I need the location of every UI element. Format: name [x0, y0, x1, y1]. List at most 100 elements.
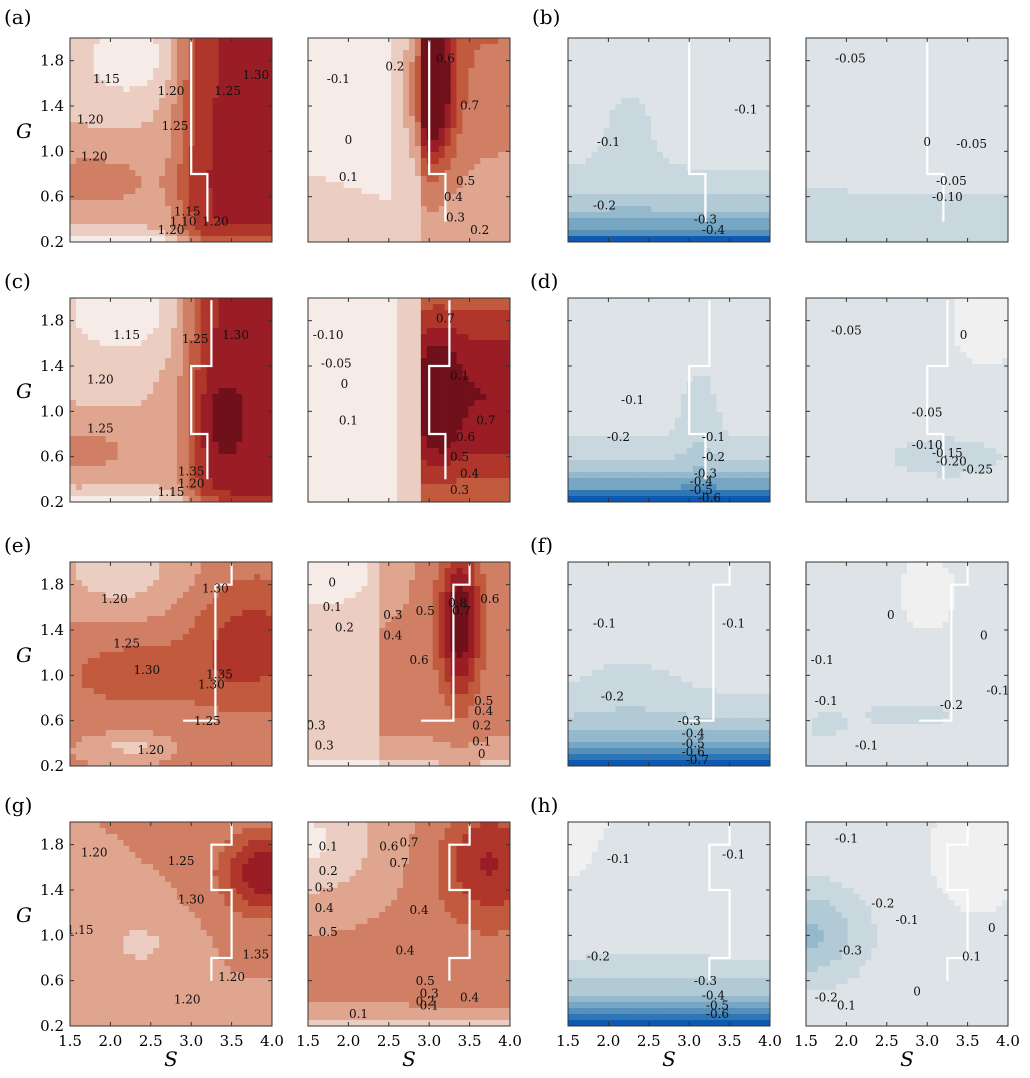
- heatmap-cell: [835, 236, 843, 242]
- heatmap-cell: [194, 140, 202, 147]
- heatmap-cell: [420, 62, 428, 69]
- heatmap-cell: [93, 68, 101, 75]
- heatmap-cell: [734, 110, 741, 117]
- heatmap-cell: [70, 86, 77, 93]
- heatmap-cell: [266, 80, 272, 87]
- heatmap-cell: [990, 194, 997, 201]
- heatmap-cell: [591, 98, 599, 105]
- heatmap-cell: [984, 236, 991, 242]
- heatmap-cell: [474, 104, 481, 111]
- heatmap-cell: [331, 176, 339, 183]
- heatmap-cell: [468, 62, 475, 69]
- heatmap-cell: [337, 170, 345, 177]
- heatmap-cell: [645, 146, 652, 153]
- heatmap-cell: [680, 236, 688, 242]
- heatmap-cell: [823, 74, 831, 81]
- heatmap-cell: [645, 44, 652, 51]
- heatmap-cell: [889, 50, 896, 57]
- heatmap-cell: [456, 176, 464, 183]
- heatmap-cell: [960, 128, 968, 135]
- heatmap-cell: [918, 110, 926, 117]
- heatmap-cell: [758, 86, 765, 93]
- heatmap-cell: [734, 38, 741, 45]
- heatmap-cell: [206, 110, 214, 117]
- heatmap-cell: [75, 134, 83, 141]
- heatmap-cell: [171, 200, 178, 207]
- heatmap-cell: [591, 164, 599, 171]
- heatmap-cell: [627, 224, 634, 231]
- heatmap-cell: [105, 322, 113, 329]
- heatmap-cell: [153, 206, 160, 213]
- heatmap-cell: [877, 170, 884, 177]
- heatmap-cell: [373, 212, 380, 219]
- heatmap-cell: [450, 50, 458, 57]
- heatmap-cell: [379, 224, 386, 231]
- heatmap-cell: [847, 44, 855, 51]
- heatmap-cell: [319, 86, 327, 93]
- heatmap-cell: [498, 146, 505, 153]
- heatmap-cell: [692, 188, 700, 195]
- heatmap-cell: [663, 80, 670, 87]
- heatmap-cell: [704, 62, 712, 69]
- heatmap-cell: [367, 74, 374, 81]
- heatmap-cell: [93, 92, 101, 99]
- heatmap-cell: [758, 194, 765, 201]
- heatmap-cell: [865, 236, 872, 242]
- heatmap-cell: [871, 182, 878, 189]
- heatmap-cell: [129, 116, 136, 123]
- heatmap-cell: [615, 218, 623, 225]
- heatmap-cell: [734, 128, 741, 135]
- heatmap-cell: [129, 164, 136, 171]
- heatmap-cell: [254, 68, 261, 75]
- heatmap-cell: [266, 128, 272, 135]
- heatmap-cell: [996, 38, 1003, 45]
- heatmap-cell: [841, 44, 849, 51]
- heatmap-cell: [224, 212, 232, 219]
- heatmap-cell: [758, 74, 765, 81]
- panel-4: -0.050 -0.05-0.05-0.10: [805, 37, 1009, 243]
- heatmap-cell: [266, 98, 272, 105]
- heatmap-cell: [811, 194, 819, 201]
- heatmap-cell: [367, 200, 374, 207]
- heatmap-cell: [912, 56, 920, 63]
- heatmap-cell: [367, 188, 374, 195]
- heatmap-cell: [403, 68, 410, 75]
- heatmap-cell: [710, 158, 718, 165]
- heatmap-cell: [829, 158, 837, 165]
- heatmap-cell: [669, 80, 676, 87]
- heatmap-cell: [373, 62, 380, 69]
- heatmap-cell: [984, 230, 991, 237]
- heatmap-cell: [883, 62, 890, 69]
- heatmap-cell: [865, 212, 872, 219]
- heatmap-cell: [966, 158, 973, 165]
- heatmap-cell: [746, 146, 753, 153]
- heatmap-cell: [883, 230, 890, 237]
- heatmap-cell: [159, 68, 166, 75]
- heatmap-cell: [266, 212, 272, 219]
- heatmap-cell: [75, 472, 83, 479]
- heatmap-cell: [182, 140, 190, 147]
- heatmap-cell: [877, 134, 884, 141]
- heatmap-cell: [704, 92, 712, 99]
- heatmap-cell: [841, 158, 849, 165]
- heatmap-cell: [236, 140, 243, 147]
- heatmap-cell: [355, 50, 363, 57]
- heatmap-cell: [462, 158, 470, 165]
- heatmap-cell: [829, 110, 837, 117]
- heatmap-cell: [924, 206, 932, 213]
- heatmap-cell: [901, 200, 908, 207]
- heatmap-cell: [379, 116, 386, 123]
- heatmap-cell: [242, 116, 249, 123]
- heatmap-cell: [212, 158, 220, 165]
- heatmap-cell: [308, 158, 315, 165]
- heatmap-cell: [609, 224, 617, 231]
- heatmap-cell: [859, 188, 867, 195]
- heatmap-cell: [901, 194, 908, 201]
- heatmap-cell: [403, 38, 410, 45]
- heatmap-cell: [674, 194, 682, 201]
- heatmap-cell: [498, 236, 505, 242]
- heatmap-cell: [379, 176, 386, 183]
- heatmap-cell: [486, 236, 493, 242]
- heatmap-cell: [758, 92, 765, 99]
- heatmap-cell: [87, 490, 95, 497]
